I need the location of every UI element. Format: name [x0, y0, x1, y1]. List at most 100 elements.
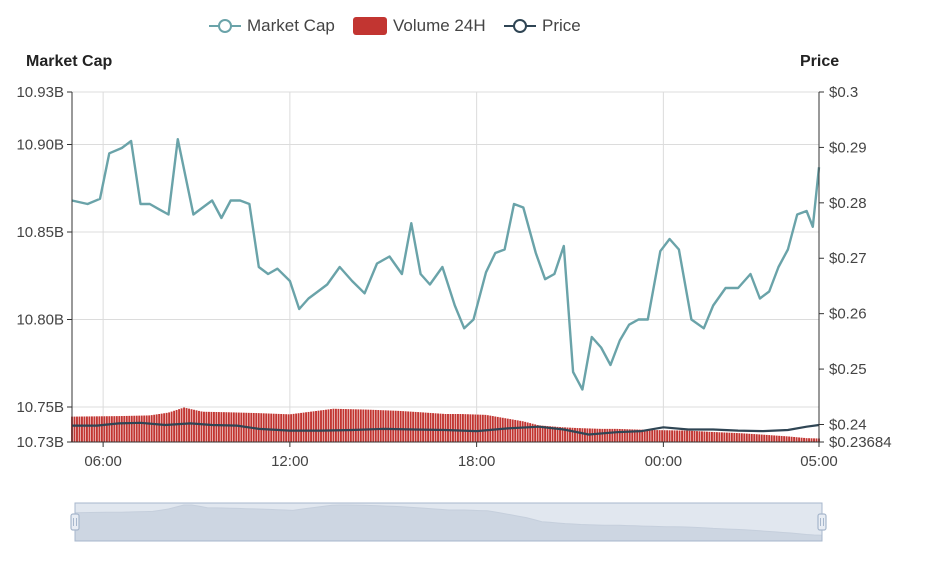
- volume-bar[interactable]: [143, 415, 146, 442]
- volume-bar[interactable]: [715, 432, 718, 442]
- volume-bar[interactable]: [783, 436, 786, 442]
- volume-bar[interactable]: [566, 427, 569, 442]
- volume-bar[interactable]: [509, 419, 512, 442]
- volume-bar[interactable]: [232, 412, 235, 442]
- volume-bar[interactable]: [703, 431, 706, 442]
- volume-bar[interactable]: [215, 412, 218, 442]
- volume-bar[interactable]: [656, 430, 659, 442]
- volume-bar[interactable]: [452, 414, 454, 442]
- volume-bar[interactable]: [76, 416, 78, 442]
- volume-bar[interactable]: [310, 411, 312, 442]
- volume-bar[interactable]: [526, 422, 529, 442]
- volume-bar[interactable]: [153, 414, 156, 442]
- volume-bar[interactable]: [158, 414, 161, 442]
- volume-bar[interactable]: [317, 410, 320, 442]
- volume-bar[interactable]: [770, 435, 773, 442]
- volume-bar[interactable]: [300, 412, 303, 442]
- volume-bar[interactable]: [379, 410, 382, 442]
- volume-bar[interactable]: [367, 409, 370, 442]
- volume-bar[interactable]: [108, 416, 111, 442]
- volume-bar[interactable]: [559, 427, 561, 442]
- volume-bar[interactable]: [85, 416, 88, 442]
- volume-bar[interactable]: [297, 413, 300, 442]
- volume-bar[interactable]: [633, 429, 636, 442]
- volume-bar[interactable]: [681, 430, 683, 442]
- volume-bar[interactable]: [618, 428, 621, 442]
- zoom-slider[interactable]: [70, 502, 827, 542]
- volume-bar[interactable]: [688, 430, 691, 442]
- volume-bar[interactable]: [374, 409, 377, 442]
- volume-bar[interactable]: [449, 414, 452, 442]
- volume-bar[interactable]: [115, 416, 118, 442]
- volume-bar[interactable]: [267, 413, 270, 442]
- volume-bar[interactable]: [698, 431, 701, 442]
- volume-bar[interactable]: [372, 409, 375, 442]
- volume-bar[interactable]: [701, 431, 703, 442]
- volume-bar[interactable]: [521, 421, 524, 442]
- volume-bar[interactable]: [519, 420, 522, 442]
- volume-bar[interactable]: [227, 412, 230, 442]
- volume-bar[interactable]: [235, 412, 238, 442]
- volume-bar[interactable]: [815, 438, 818, 442]
- volume-bar[interactable]: [686, 430, 688, 442]
- volume-bar[interactable]: [262, 413, 265, 442]
- volume-bar[interactable]: [148, 415, 151, 442]
- volume-bar[interactable]: [750, 433, 753, 442]
- volume-bar[interactable]: [579, 428, 581, 442]
- volume-bar[interactable]: [693, 430, 696, 442]
- volume-bar[interactable]: [504, 418, 507, 442]
- volume-bar[interactable]: [394, 410, 397, 442]
- volume-bar[interactable]: [275, 413, 278, 442]
- volume-bar[interactable]: [648, 429, 651, 442]
- volume-bar[interactable]: [402, 411, 405, 442]
- volume-bar[interactable]: [270, 413, 273, 442]
- volume-bar[interactable]: [461, 414, 464, 442]
- volume-bar[interactable]: [471, 414, 474, 442]
- volume-bar[interactable]: [170, 411, 173, 442]
- volume-bar[interactable]: [175, 409, 178, 442]
- volume-bar[interactable]: [598, 428, 601, 442]
- volume-bar[interactable]: [407, 411, 410, 442]
- volume-bar[interactable]: [352, 409, 355, 442]
- volume-bar[interactable]: [785, 436, 788, 442]
- volume-bar[interactable]: [307, 411, 310, 442]
- volume-bar[interactable]: [110, 416, 113, 442]
- volume-bar[interactable]: [422, 412, 425, 442]
- volume-bar[interactable]: [476, 414, 479, 442]
- volume-bar[interactable]: [290, 414, 293, 442]
- volume-bar[interactable]: [180, 408, 183, 442]
- volume-bar[interactable]: [168, 412, 171, 442]
- volume-bar[interactable]: [616, 428, 619, 442]
- volume-bar[interactable]: [466, 414, 469, 442]
- volume-bar[interactable]: [788, 436, 791, 442]
- volume-bar[interactable]: [534, 424, 537, 442]
- volume-bar[interactable]: [556, 426, 559, 442]
- volume-bar[interactable]: [800, 437, 803, 442]
- volume-bar[interactable]: [574, 427, 576, 442]
- volume-bar[interactable]: [768, 435, 771, 442]
- volume-bar[interactable]: [349, 409, 352, 442]
- volume-bar[interactable]: [257, 413, 260, 442]
- volume-bar[interactable]: [790, 436, 793, 442]
- volume-bar[interactable]: [105, 416, 108, 442]
- volume-bar[interactable]: [185, 408, 188, 442]
- volume-bar[interactable]: [486, 415, 489, 442]
- volume-bar[interactable]: [773, 435, 776, 442]
- volume-bar[interactable]: [506, 418, 509, 442]
- volume-bar[interactable]: [720, 432, 723, 442]
- volume-bar[interactable]: [641, 429, 644, 442]
- volume-bar[interactable]: [511, 419, 514, 442]
- volume-bar[interactable]: [384, 410, 387, 442]
- volume-bar[interactable]: [539, 425, 542, 442]
- volume-bar[interactable]: [748, 433, 751, 442]
- volume-bar[interactable]: [280, 414, 283, 442]
- volume-bar[interactable]: [133, 415, 136, 442]
- volume-bar[interactable]: [237, 412, 240, 442]
- volume-bar[interactable]: [554, 426, 557, 442]
- volume-bar[interactable]: [668, 430, 671, 442]
- volume-bar[interactable]: [581, 428, 584, 442]
- volume-bar[interactable]: [571, 427, 574, 442]
- volume-bar[interactable]: [631, 429, 634, 442]
- volume-bar[interactable]: [389, 410, 392, 442]
- volume-bar[interactable]: [160, 413, 163, 442]
